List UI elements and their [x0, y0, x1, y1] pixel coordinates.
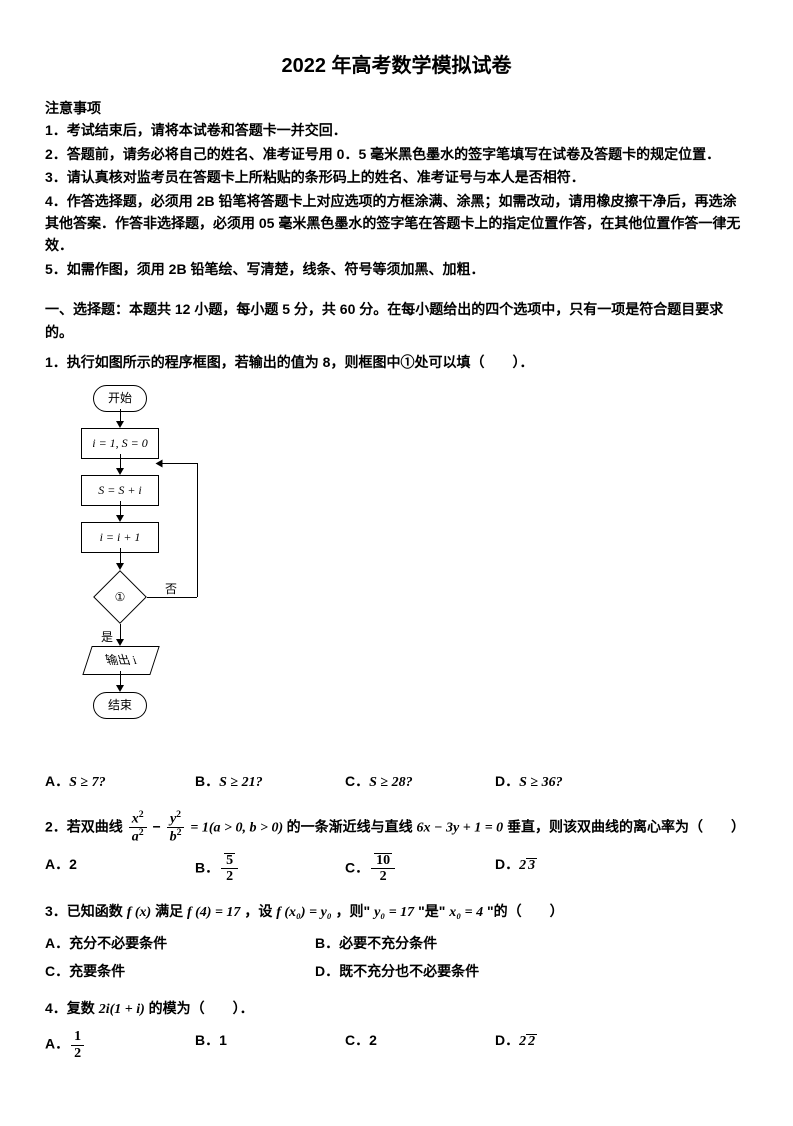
notice-item-3: 3．请认真核对监考员在答题卡上所粘贴的条形码上的姓名、准考证号与本人是否相符． [45, 166, 748, 188]
q2-option-b: B．52 [195, 853, 345, 885]
notice-item-2: 2．答题前，请务必将自己的姓名、准考证号用 0．5 毫米黑色墨水的签字笔填写在试… [45, 143, 748, 165]
page-title: 2022 年高考数学模拟试卷 [45, 50, 748, 82]
q1-option-b: B．S ≥ 21? [195, 770, 345, 794]
notice-item-5: 5．如需作图，须用 2B 铅笔绘、写清楚，线条、符号等须加黑、加粗． [45, 258, 748, 280]
notice-header: 注意事项 [45, 97, 748, 119]
question-4: 4．复数 2i(1 + i) 的模为（ ）． [45, 997, 748, 1021]
q4-option-a: A．12 [45, 1029, 195, 1061]
q1-option-d: D．S ≥ 36? [495, 770, 748, 794]
notice-item-4: 4．作答选择题，必须用 2B 铅笔将答题卡上对应选项的方框涂满、涂黑；如需改动，… [45, 190, 748, 257]
q3-option-b: B．必要不充分条件 [315, 932, 585, 954]
section-1-header: 一、选择题：本题共 12 小题，每小题 5 分，共 60 分。在每小题给出的四个… [45, 298, 748, 343]
q3-options: A．充分不必要条件 B．必要不充分条件 C．充要条件 D．既不充分也不必要条件 [45, 932, 748, 989]
q2-option-d: D．23 [495, 853, 748, 885]
fc-output: 输出 i [82, 646, 160, 675]
fc-yes-label: 是 [101, 628, 113, 647]
q3-option-a: A．充分不必要条件 [45, 932, 315, 954]
fc-end: 结束 [93, 692, 147, 719]
q1-options: A．S ≥ 7? B．S ≥ 21? C．S ≥ 28? D．S ≥ 36? [45, 770, 748, 794]
q4-options: A．12 B．1 C．2 D．22 [45, 1029, 748, 1061]
q2-option-c: C．102 [345, 853, 495, 885]
q4-option-b: B．1 [195, 1029, 345, 1061]
q1-option-c: C．S ≥ 28? [345, 770, 495, 794]
q4-option-d: D．22 [495, 1029, 748, 1061]
flowchart-diagram: 开始 i = 1, S = 0 S = S + i i = i + 1 ① 否 … [45, 385, 245, 755]
fc-condition: ① [93, 570, 147, 624]
q3-option-d: D．既不充分也不必要条件 [315, 960, 585, 982]
question-2: 2．若双曲线 x2a2 − y2b2 = 1(a > 0, b > 0) 的一条… [45, 810, 748, 845]
q1-option-a: A．S ≥ 7? [45, 770, 195, 794]
question-1: 1．执行如图所示的程序框图，若输出的值为 8，则框图中①处可以填（ ）． [45, 351, 748, 373]
q4-option-c: C．2 [345, 1029, 495, 1061]
notice-item-1: 1．考试结束后，请将本试卷和答题卡一并交回． [45, 119, 748, 141]
q3-option-c: C．充要条件 [45, 960, 315, 982]
fc-no-label: 否 [165, 580, 177, 599]
question-3: 3．已知函数 f (x) 满足 f (4) = 17 ，设 f (x₀) = y… [45, 900, 748, 924]
q2-option-a: A．2 [45, 853, 195, 885]
q2-options: A．2 B．52 C．102 D．23 [45, 853, 748, 885]
